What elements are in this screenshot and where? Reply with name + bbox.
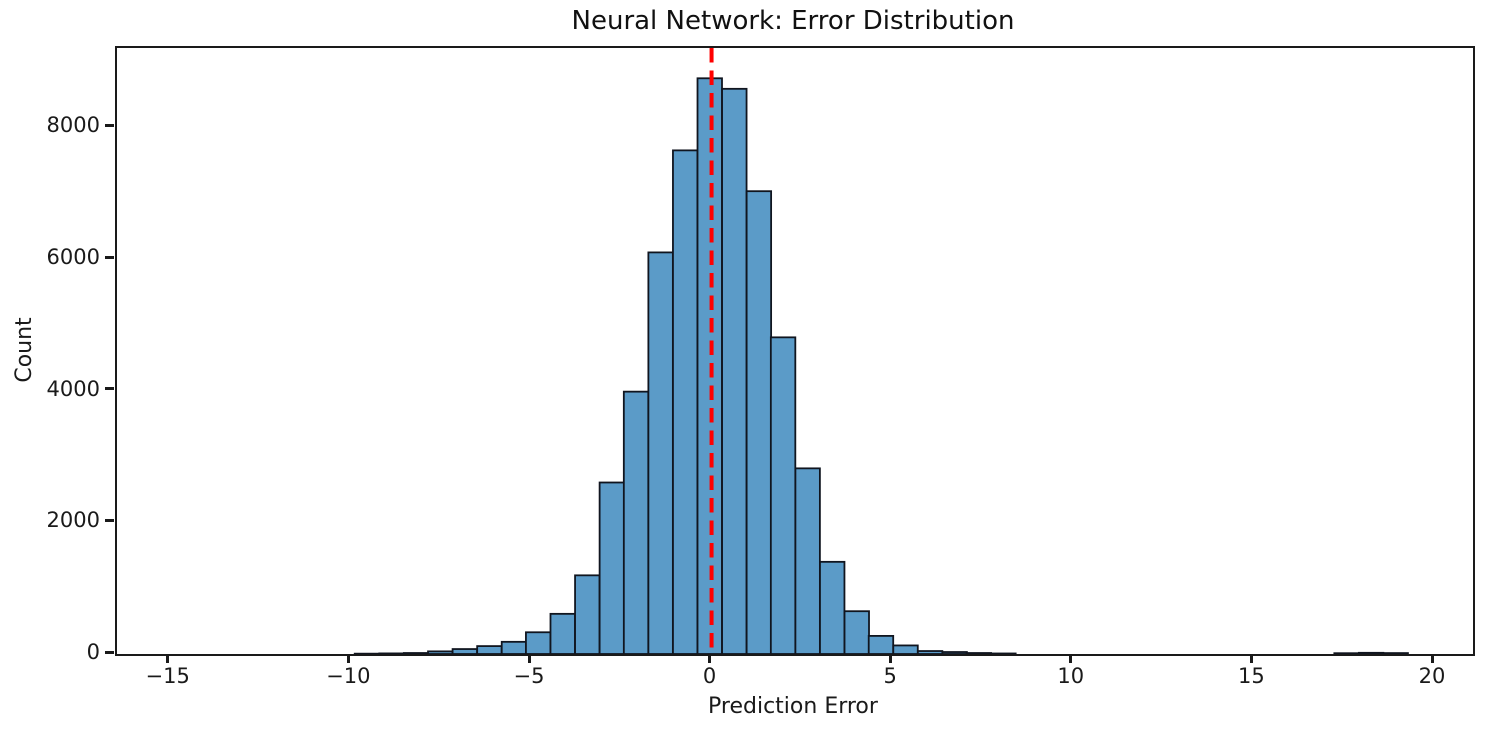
histogram-bar <box>647 251 674 654</box>
histogram-canvas <box>353 48 1409 654</box>
histogram-bar <box>525 631 552 654</box>
x-tick-label: 5 <box>883 664 897 688</box>
y-tick-label: 2000 <box>46 508 100 533</box>
y-tick-label: 8000 <box>46 113 100 138</box>
x-tick-label: 15 <box>1238 664 1265 688</box>
plot-area <box>115 46 1475 656</box>
histogram-bar <box>378 652 405 654</box>
x-tick-mark <box>166 654 170 663</box>
y-tick-mark <box>105 518 114 522</box>
histogram-bar <box>721 87 748 654</box>
histogram-bar <box>916 650 944 654</box>
y-axis-label: Count <box>12 317 37 383</box>
y-tick-mark <box>105 123 114 127</box>
y-tick-mark <box>105 255 114 259</box>
histogram-bar <box>867 635 895 654</box>
y-tick-label: 0 <box>86 640 100 664</box>
x-tick-mark <box>1249 654 1253 663</box>
x-tick-label: 0 <box>702 664 717 688</box>
histogram-bar <box>622 390 650 654</box>
histogram-bar <box>402 652 430 654</box>
x-tick-mark <box>888 654 892 663</box>
histogram-bar <box>892 644 919 654</box>
histogram-bar <box>451 648 478 654</box>
x-tick-label: 20 <box>1418 664 1446 688</box>
x-tick-label: −10 <box>326 664 371 688</box>
histogram-bar <box>1382 652 1409 654</box>
histogram-bar <box>1333 652 1360 654</box>
y-tick-mark <box>105 387 114 391</box>
histogram-bar <box>476 645 503 654</box>
x-tick-label: 10 <box>1057 664 1085 688</box>
histogram-bar <box>819 560 846 654</box>
y-tick-label: 6000 <box>46 245 100 269</box>
histogram-bar <box>794 467 821 654</box>
histogram-bar <box>427 650 454 654</box>
y-tick-mark <box>105 650 114 654</box>
histogram-bar <box>500 640 528 654</box>
x-tick-mark <box>1069 654 1073 663</box>
x-tick-mark <box>708 654 712 663</box>
chart-title: Neural Network: Error Distribution <box>571 6 1015 36</box>
histogram-bar <box>1357 651 1385 654</box>
histogram-bar <box>843 610 870 654</box>
y-tick-label: 4000 <box>46 376 100 401</box>
histogram-bar <box>672 149 699 654</box>
histogram-bar <box>598 481 626 654</box>
x-tick-mark <box>1430 654 1434 663</box>
x-tick-mark <box>346 654 350 663</box>
histogram-bar <box>769 336 797 654</box>
histogram-bar <box>941 651 968 654</box>
histogram-bar <box>745 190 773 654</box>
x-tick-label: −5 <box>513 664 545 688</box>
histogram-bar <box>574 574 601 654</box>
x-axis-label: Prediction Error <box>708 694 878 719</box>
histogram-bar <box>549 612 576 654</box>
x-tick-label: −15 <box>145 664 190 688</box>
x-tick-mark <box>527 654 531 663</box>
histogram-bar <box>990 652 1017 654</box>
histogram-bar <box>965 652 992 654</box>
